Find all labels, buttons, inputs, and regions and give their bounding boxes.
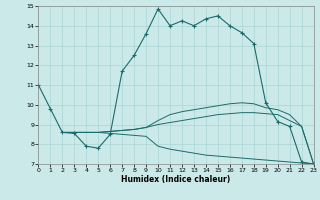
X-axis label: Humidex (Indice chaleur): Humidex (Indice chaleur) [121, 175, 231, 184]
